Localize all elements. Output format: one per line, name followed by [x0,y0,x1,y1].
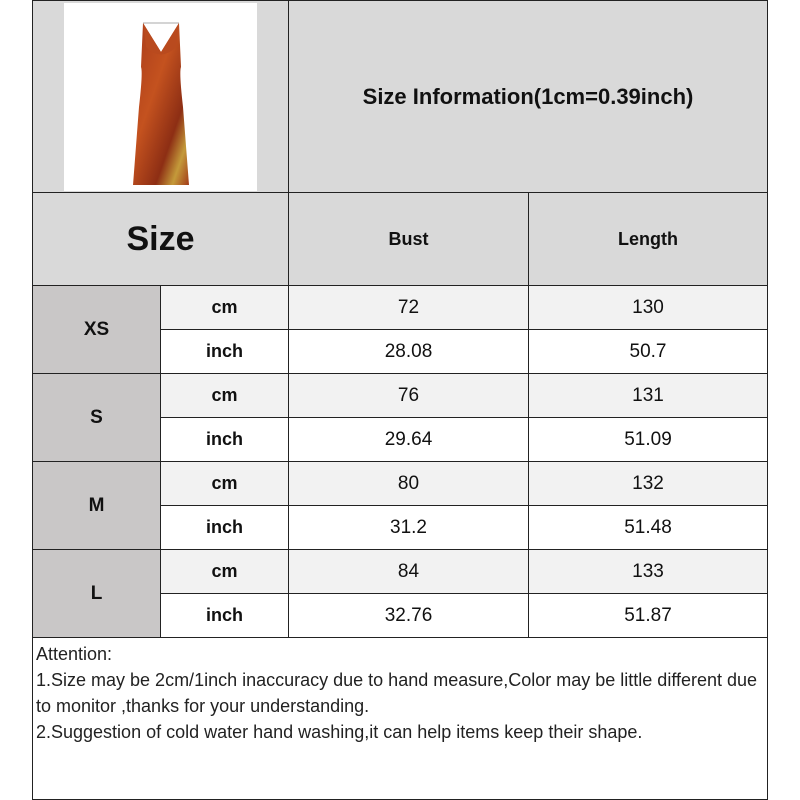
unit-label-cm: cm [160,549,289,594]
value-text: 51.09 [624,428,672,450]
length-value: 51.48 [528,505,768,550]
product-image [64,2,257,191]
bust-value: 29.64 [288,417,529,462]
unit-label-cm: cm [160,461,289,506]
bust-value: 32.76 [288,593,529,638]
bust-value: 31.2 [288,505,529,550]
size-label-text: M [88,494,105,516]
size-label-xs: XS [32,285,161,374]
unit-label-cm: cm [160,373,289,418]
note-line: 1.Size may be 2cm/1inch inaccuracy due t… [36,670,758,716]
value-text: 130 [632,296,664,318]
bust-value: 28.08 [288,329,529,374]
value-text: 76 [397,384,420,406]
size-info-title: Size Information(1cm=0.39inch) [288,0,768,193]
title-text: Size Information(1cm=0.39inch) [362,83,694,109]
bust-value: 76 [288,373,529,418]
value-text: 32.76 [384,604,433,626]
unit-label-inch: inch [160,593,289,638]
value-text: 131 [632,384,664,406]
unit-text: inch [205,341,243,361]
note-line: 2.Suggestion of cold water hand washing,… [36,722,643,742]
value-text: 80 [397,472,420,494]
value-text: 29.64 [384,428,433,450]
unit-label-inch: inch [160,505,289,550]
unit-text: inch [205,605,243,625]
size-label-text: L [90,582,103,604]
unit-text: inch [205,429,243,449]
length-value: 130 [528,285,768,330]
unit-text: inch [205,517,243,537]
unit-text: cm [211,297,238,317]
length-value: 51.09 [528,417,768,462]
bust-value: 80 [288,461,529,506]
unit-label-cm: cm [160,285,289,330]
value-text: 31.2 [390,516,427,538]
size-label-m: M [32,461,161,550]
unit-text: cm [211,385,238,405]
column-header-bust: Bust [288,192,529,286]
notes-heading: Attention: [36,644,113,664]
size-label-text: XS [83,318,110,340]
value-text: 28.08 [384,340,433,362]
size-label-text: S [90,406,103,428]
product-image-cell [32,0,289,193]
value-text: 50.7 [629,340,667,362]
size-header-text: Size [126,219,195,258]
size-label-s: S [32,373,161,462]
unit-label-inch: inch [160,417,289,462]
unit-text: cm [211,473,238,493]
value-text: 84 [397,560,420,582]
size-label-l: L [32,549,161,638]
length-value: 50.7 [528,329,768,374]
dress-image [132,22,189,185]
column-header-text: Bust [388,228,429,249]
attention-notes: Attention: 1.Size may be 2cm/1inch inacc… [32,637,768,800]
column-header-text: Length [618,228,678,249]
size-header: Size [32,192,289,286]
length-value: 133 [528,549,768,594]
length-value: 51.87 [528,593,768,638]
column-header-length: Length [528,192,768,286]
length-value: 131 [528,373,768,418]
value-text: 132 [632,472,664,494]
length-value: 132 [528,461,768,506]
value-text: 51.48 [624,516,672,538]
bust-value: 72 [288,285,529,330]
value-text: 51.87 [624,604,672,626]
value-text: 133 [632,560,664,582]
value-text: 72 [397,296,420,318]
bust-value: 84 [288,549,529,594]
unit-label-inch: inch [160,329,289,374]
unit-text: cm [211,561,238,581]
